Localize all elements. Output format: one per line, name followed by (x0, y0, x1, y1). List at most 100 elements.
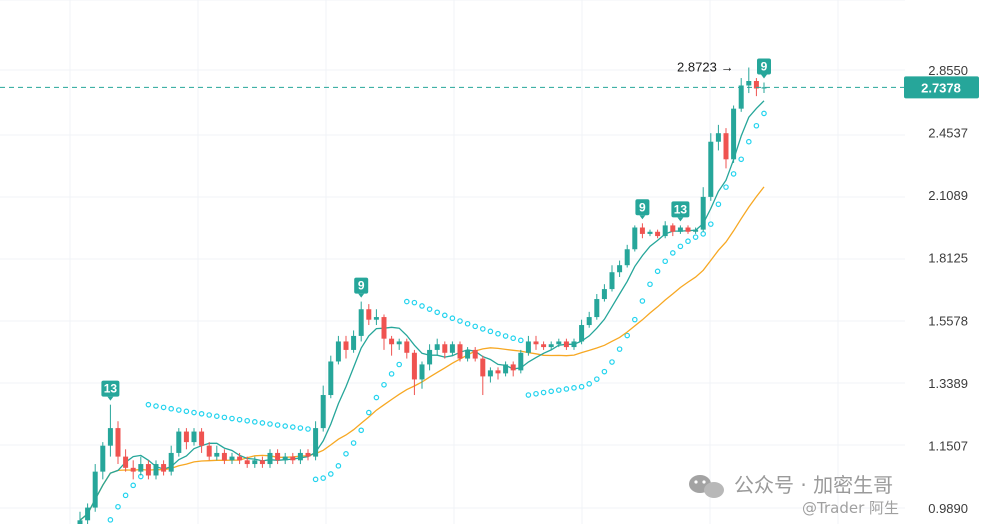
candle-up (358, 309, 364, 336)
sar-dot (601, 368, 608, 375)
sar-dot (761, 110, 767, 117)
sar-dot (609, 359, 615, 365)
candle-up (746, 80, 752, 86)
sar-dot (533, 390, 539, 397)
sar-dot (350, 440, 357, 446)
wechat-icon (689, 475, 724, 498)
sar-dot (700, 231, 707, 237)
sar-dot (692, 234, 699, 240)
sar-dot (365, 409, 372, 416)
candle-up (267, 452, 273, 465)
sar-dot (214, 413, 220, 419)
candle-up (548, 344, 554, 348)
high-annotation: 2.8723 → (677, 60, 734, 75)
candle-up (708, 141, 714, 197)
td-marker-pointer (107, 396, 114, 401)
candle-down (366, 309, 372, 320)
candle-up (449, 344, 455, 353)
candle-up (282, 456, 288, 461)
candle-down (685, 227, 691, 232)
sar-dot (631, 316, 638, 323)
candle-up (662, 225, 668, 237)
candles (77, 67, 767, 524)
candle-down (457, 344, 463, 359)
candle-down (199, 431, 205, 446)
candle-up (138, 464, 144, 472)
sar-dot (107, 517, 114, 523)
candle-down (290, 456, 296, 461)
candle-down (381, 317, 387, 339)
sar-dot (411, 299, 418, 306)
sar-dot (259, 420, 266, 426)
y-tick-label: 2.8550 (928, 63, 968, 78)
candle-up (313, 428, 319, 457)
candle-up (700, 196, 706, 230)
td-marker-label: 9 (358, 279, 365, 293)
candle-up (297, 452, 303, 461)
candle-up (465, 349, 471, 359)
candle-up (214, 452, 220, 457)
td-marker-badge (671, 201, 690, 218)
sar-dot (130, 482, 137, 489)
candle-up (328, 361, 334, 396)
sar-dot (274, 422, 281, 428)
candle-up (320, 395, 326, 429)
sar-dot (373, 394, 380, 401)
y-tick-label: 2.1089 (928, 188, 968, 203)
watermark-title: 公众号 · 加密生哥 (734, 473, 893, 497)
sar-dot (176, 407, 182, 413)
sar-dot (198, 410, 205, 417)
candle-down (115, 428, 121, 457)
candle-down (541, 344, 547, 348)
candle-down (480, 358, 486, 377)
sar-dot (160, 404, 167, 411)
candle-down (533, 341, 539, 345)
candle-down (404, 341, 410, 353)
candle-up (571, 341, 577, 348)
sar-dot (738, 156, 745, 163)
td-marker-label: 9 (639, 200, 646, 214)
candle-up (252, 460, 258, 465)
candle-up (609, 272, 615, 290)
sar-dot (358, 427, 365, 434)
sar-dot (267, 421, 273, 427)
candle-up (373, 317, 379, 320)
sar-dot (647, 281, 653, 288)
sar-dot (145, 401, 152, 408)
candle-down (655, 231, 661, 237)
sar-dot (312, 476, 319, 483)
candle-up (176, 431, 182, 453)
candle-up (100, 445, 106, 472)
td-marker-badge (354, 277, 369, 294)
candle-up (525, 341, 531, 353)
watermark: 公众号 · 加密生哥 @Trader 阿生 (689, 473, 899, 517)
sar-dot (555, 387, 562, 393)
candle-up (434, 344, 440, 350)
sar-dot (434, 309, 441, 316)
y-tick-label: 1.1507 (928, 438, 968, 453)
sar-dot (639, 298, 646, 304)
sar-dot (616, 346, 623, 352)
sar-dot (654, 268, 661, 275)
sar-dot (419, 303, 425, 309)
last-price-tag: 2.7378 (904, 76, 979, 99)
sar-dot (122, 492, 129, 499)
sar-dot (457, 318, 463, 324)
y-tick-label: 1.8125 (928, 251, 968, 266)
candle-up (92, 471, 98, 508)
y-tick-label: 1.3389 (928, 376, 968, 391)
high-price-label: 2.8723 (677, 60, 717, 75)
sar-dot (525, 392, 532, 398)
candle-down (206, 445, 212, 457)
candle-up (427, 349, 433, 365)
candle-up (396, 341, 402, 345)
sar-dot (381, 381, 387, 388)
sar-dot (479, 326, 486, 332)
watermark-handle: @Trader 阿生 (802, 499, 899, 517)
candle-down (442, 344, 448, 353)
sar-dot (723, 184, 729, 190)
sar-dot (335, 463, 342, 469)
td-marker-pointer (639, 215, 646, 220)
td-markers: 13 9 9 13 9 (101, 58, 771, 401)
